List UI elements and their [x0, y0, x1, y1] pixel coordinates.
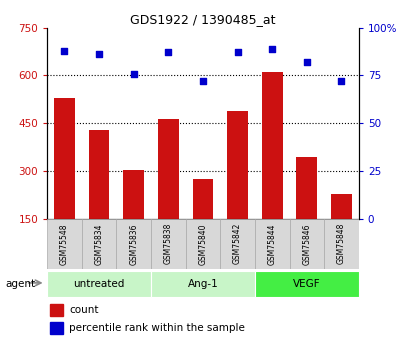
- Bar: [220, 219, 254, 269]
- Point: [268, 46, 275, 51]
- Text: GSM75848: GSM75848: [336, 223, 345, 265]
- Bar: [324, 219, 358, 269]
- Bar: [289, 219, 324, 269]
- Bar: [185, 219, 220, 269]
- Text: GSM75834: GSM75834: [94, 223, 103, 265]
- Bar: [254, 219, 289, 269]
- Point: [337, 78, 344, 84]
- Point: [234, 50, 240, 55]
- Bar: [227, 110, 247, 219]
- Text: GSM75846: GSM75846: [301, 223, 310, 265]
- Bar: [81, 219, 116, 269]
- Text: count: count: [69, 305, 98, 315]
- Bar: [151, 270, 254, 297]
- Point: [165, 50, 171, 55]
- Bar: [50, 304, 63, 316]
- Bar: [296, 157, 317, 219]
- Bar: [261, 72, 282, 219]
- Bar: [254, 270, 358, 297]
- Text: GSM75840: GSM75840: [198, 223, 207, 265]
- Point: [303, 59, 309, 65]
- Text: VEGF: VEGF: [292, 279, 320, 289]
- Bar: [330, 194, 351, 219]
- Text: untreated: untreated: [73, 279, 124, 289]
- Bar: [50, 322, 63, 334]
- Point: [96, 52, 102, 57]
- Bar: [54, 98, 75, 219]
- Point: [61, 48, 67, 53]
- Bar: [88, 130, 109, 219]
- Point: [130, 71, 137, 76]
- Bar: [157, 119, 178, 219]
- Bar: [123, 170, 144, 219]
- Text: percentile rank within the sample: percentile rank within the sample: [69, 323, 244, 333]
- Title: GDS1922 / 1390485_at: GDS1922 / 1390485_at: [130, 13, 275, 27]
- Text: GSM75842: GSM75842: [232, 223, 241, 265]
- Point: [199, 78, 206, 84]
- Bar: [47, 219, 81, 269]
- Bar: [151, 219, 185, 269]
- Text: GSM75838: GSM75838: [164, 223, 173, 265]
- Bar: [192, 179, 213, 219]
- Text: GSM75548: GSM75548: [60, 223, 69, 265]
- Text: GSM75836: GSM75836: [129, 223, 138, 265]
- Text: GSM75844: GSM75844: [267, 223, 276, 265]
- Bar: [47, 270, 151, 297]
- Bar: [116, 219, 151, 269]
- Text: agent: agent: [5, 279, 35, 288]
- Text: Ang-1: Ang-1: [187, 279, 218, 289]
